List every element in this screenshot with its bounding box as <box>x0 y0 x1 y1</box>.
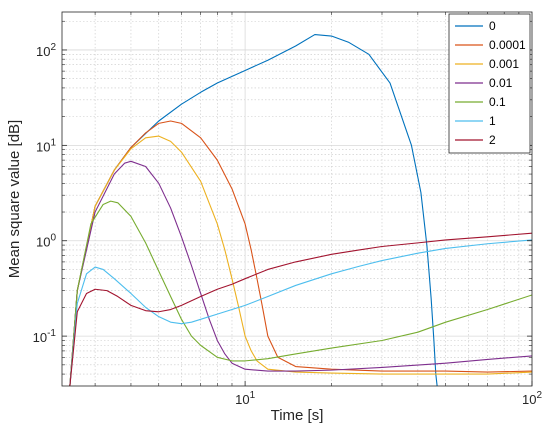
legend: 0 0.0001 0.001 0.01 0.1 1 2 <box>448 13 531 154</box>
x-tick-label: 102 <box>522 390 542 407</box>
series-layer <box>69 34 532 386</box>
legend-label-5: 1 <box>489 114 496 128</box>
series-line-4 <box>69 200 532 386</box>
legend-label-3: 0.01 <box>489 76 513 90</box>
x-axis-title: Time [s] <box>271 407 324 424</box>
legend-label-6: 2 <box>489 133 496 147</box>
y-tick-label: 100 <box>36 233 56 250</box>
series-line-2 <box>69 135 532 386</box>
x-tick-label: 101 <box>235 390 255 407</box>
y-tick-label: 10-1 <box>33 328 57 345</box>
y-tick-label: 101 <box>36 137 56 154</box>
series-line-5 <box>69 239 532 386</box>
grid-minor <box>62 12 532 386</box>
y-axis-title: Mean square value [dB] <box>6 120 23 278</box>
plot-area-frame <box>61 11 533 387</box>
y-tick-labels: 10-1 100 101 102 <box>33 42 57 345</box>
series-line-3 <box>69 160 532 386</box>
series-line-6 <box>69 232 532 386</box>
y-tick-label: 102 <box>36 42 56 59</box>
x-tick-labels: 101 102 <box>235 390 542 407</box>
legend-label-2: 0.001 <box>489 57 519 71</box>
legend-label-4: 0.1 <box>489 95 506 109</box>
legend-label-0: 0 <box>489 19 496 33</box>
legend-label-1: 0.0001 <box>489 38 526 52</box>
